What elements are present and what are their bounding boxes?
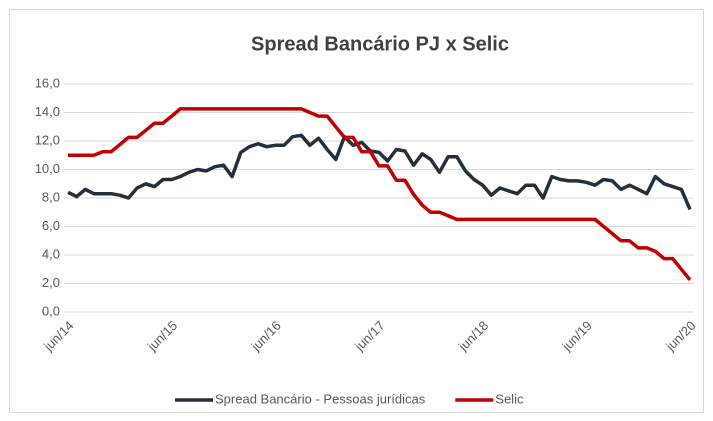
y-tick-label: 6,0 — [42, 218, 60, 233]
series-line — [67, 133, 692, 211]
y-tick-label: 16,0 — [35, 75, 60, 90]
legend-label: Spread Bancário - Pessoas jurídicas — [215, 391, 426, 406]
y-tick-label: 12,0 — [35, 132, 60, 147]
y-tick-label: 0,0 — [42, 303, 60, 318]
series-line — [68, 107, 692, 282]
y-tick-label: 4,0 — [42, 246, 60, 261]
legend-label: Selic — [495, 391, 524, 406]
y-tick-label: 14,0 — [35, 104, 60, 119]
y-tick-label: 8,0 — [42, 189, 60, 204]
y-tick-label: 10,0 — [35, 161, 60, 176]
y-tick-label: 2,0 — [42, 275, 60, 290]
chart-frame — [9, 9, 704, 413]
chart-title: Spread Bancário PJ x Selic — [251, 33, 509, 55]
